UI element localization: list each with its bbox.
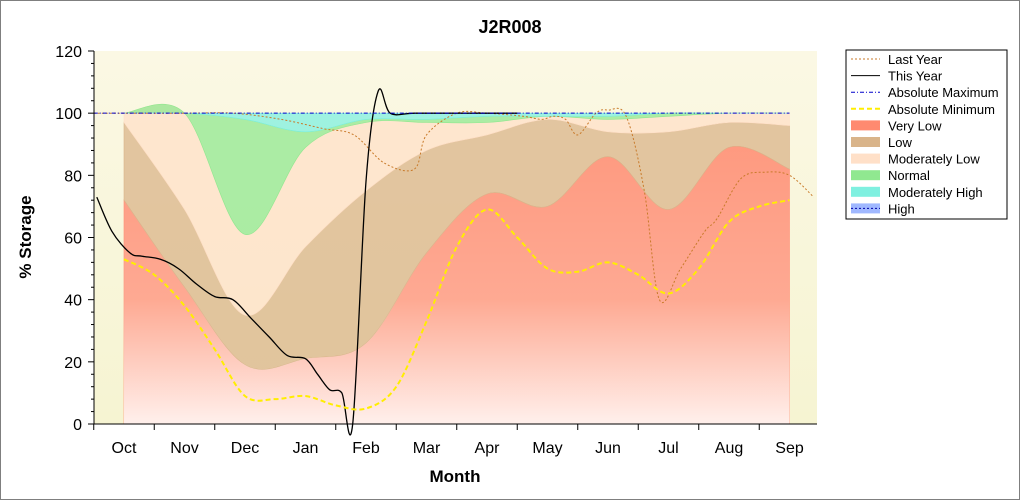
legend-label: Absolute Minimum <box>888 102 995 117</box>
legend-label: Moderately High <box>888 185 983 200</box>
legend-label: Normal <box>888 168 930 183</box>
legend-label: This Year <box>888 69 943 84</box>
axes: 0 20 40 60 80 100 120 Oct Nov Dec Jan Feb Mar Apr May J… <box>55 44 817 457</box>
y-tick-label: 120 <box>55 44 82 61</box>
legend-item: Normal <box>851 168 930 183</box>
legend-label: Last Year <box>888 52 943 67</box>
x-tick-label: Jan <box>293 440 319 457</box>
x-tick-label: Mar <box>413 440 441 457</box>
legend-item: High <box>851 201 915 216</box>
x-tick-label: Apr <box>475 440 501 457</box>
series-lines <box>93 88 815 436</box>
series-absolute-minimum <box>123 199 790 411</box>
y-tick-label: 20 <box>64 355 82 372</box>
legend-swatch-box <box>851 203 880 214</box>
series-this-year <box>96 88 518 436</box>
legend-label: Absolute Maximum <box>888 85 999 100</box>
x-tick-label: Nov <box>170 440 198 457</box>
x-tick-label: Feb <box>352 440 380 457</box>
legend-swatch-box <box>851 153 880 164</box>
x-tick-label: Oct <box>112 440 137 457</box>
y-tick-label: 60 <box>64 231 82 248</box>
legend-item: This Year <box>851 69 943 84</box>
legend-swatch-box <box>851 120 880 131</box>
y-axis-title: % Storage <box>16 195 35 278</box>
y-tick-label: 0 <box>73 417 82 434</box>
y-tick-label: 40 <box>64 293 82 310</box>
legend-label: High <box>888 201 915 216</box>
legend-label: Very Low <box>888 118 942 133</box>
legend-item: Last Year <box>851 52 943 67</box>
legend-swatch-box <box>851 170 880 181</box>
y-tick-label: 80 <box>64 168 82 185</box>
legend-item: Moderately Low <box>851 152 980 167</box>
x-tick-label: Dec <box>231 440 259 457</box>
x-axis-title: Month <box>430 467 481 486</box>
x-tick-label: Sep <box>775 440 804 457</box>
legend-item: Absolute Minimum <box>851 102 995 117</box>
y-tick-label: 100 <box>55 106 82 123</box>
legend-item: Very Low <box>851 118 942 133</box>
legend-item: Absolute Maximum <box>851 85 999 100</box>
legend-label: Moderately Low <box>888 152 980 167</box>
legend-swatch-box <box>851 137 880 147</box>
band-very-low-shade <box>124 146 790 424</box>
x-tick-label: Jul <box>658 440 678 457</box>
storage-bands <box>123 103 790 425</box>
legend-item: Low <box>851 135 912 150</box>
x-tick-label: Aug <box>715 440 743 457</box>
x-tick-label: May <box>532 440 562 457</box>
legend-label: Low <box>888 135 912 150</box>
chart-title: J2R008 <box>478 17 541 37</box>
legend-swatch-box <box>851 186 880 197</box>
legend-item: Moderately High <box>851 185 983 200</box>
x-tick-label: Jun <box>595 440 621 457</box>
